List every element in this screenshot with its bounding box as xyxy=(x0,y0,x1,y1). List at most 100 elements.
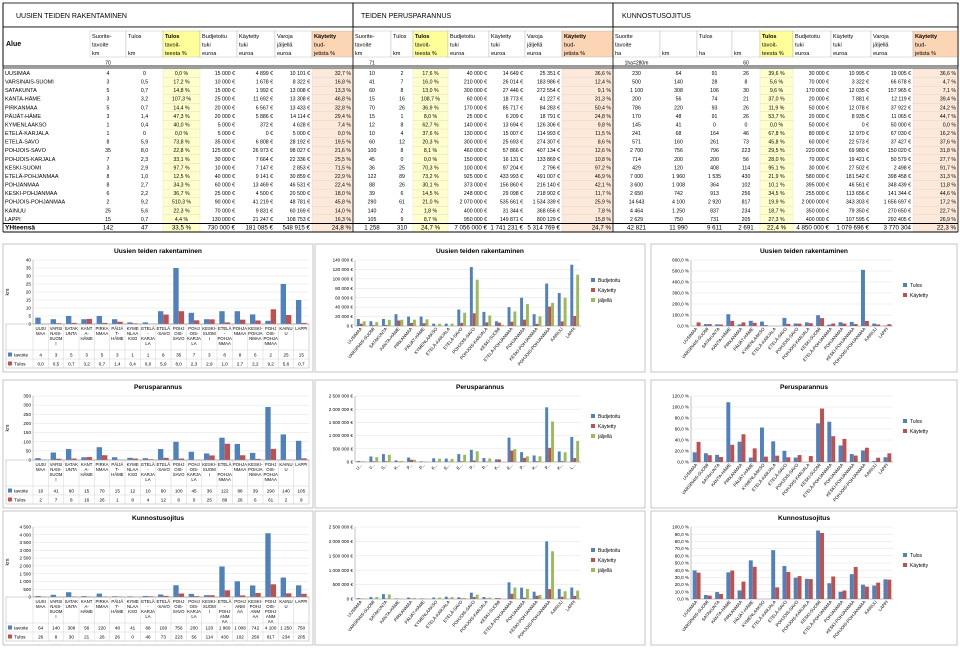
cell-value: 5,6 % xyxy=(770,80,784,86)
data-label: 61 xyxy=(268,498,274,503)
header-cell xyxy=(488,30,526,58)
cell-value: 22,4 % xyxy=(767,224,787,231)
cell-value: 20 500 € xyxy=(290,191,310,197)
bar xyxy=(719,456,723,462)
bar xyxy=(573,315,577,326)
header-label: teesta % xyxy=(762,51,784,57)
cell-value: 30,1 % xyxy=(422,183,439,189)
data-label: 120 xyxy=(205,626,213,631)
cell-value: 14 114 € xyxy=(290,114,310,120)
y-tick-label: 300 xyxy=(23,403,31,408)
table-row: POHJANMAA 8 2,7 34,3 % 60 000 € 13 469 € 46 53… xyxy=(5,180,959,190)
bar xyxy=(538,594,542,599)
x-tick-label: POHJ xyxy=(173,326,184,331)
bar xyxy=(838,322,843,326)
cell-value: 24,8 % xyxy=(332,224,352,231)
bar xyxy=(752,448,757,462)
bar xyxy=(450,458,454,462)
bar xyxy=(295,440,302,460)
bar xyxy=(771,441,776,462)
cell-value: 2 070 000 € xyxy=(460,200,488,206)
cell-value: 44,6 % xyxy=(940,191,957,197)
bar xyxy=(816,315,821,326)
bar xyxy=(394,460,398,462)
x-tick-label: POHJ xyxy=(219,609,230,614)
data-label: 0,0 xyxy=(145,362,152,367)
x-tick-label: NLAA xyxy=(127,331,138,336)
data-label: 36 xyxy=(207,489,213,494)
cell-value: 114 xyxy=(742,165,750,171)
cell-value: 4 464 xyxy=(630,208,643,214)
cell-value: 400 000 € xyxy=(464,208,487,214)
cell-value: 2 853 € xyxy=(293,165,310,171)
cell-value: 22,4 % xyxy=(335,183,352,189)
cell-value: 130 000 € xyxy=(464,131,487,137)
x-tick-label: ETELÄ xyxy=(157,326,171,331)
bar xyxy=(576,590,580,599)
bar xyxy=(295,585,302,597)
cell-value: 32,8 % xyxy=(335,105,352,111)
bar xyxy=(482,311,486,326)
cell-value: 2,9 xyxy=(141,165,148,171)
cell-value: 13,3 % xyxy=(335,88,352,94)
y-tick-label: 400,0 % xyxy=(672,280,689,285)
chart-title: Perusparannus xyxy=(456,384,504,391)
cell-value: 5,6 xyxy=(141,208,148,214)
bar xyxy=(142,322,148,324)
cell-value: 350 000 € xyxy=(806,208,829,214)
x-tick-label: KSO xyxy=(128,472,138,477)
cell-value: 300 000 € xyxy=(464,88,487,94)
legend-swatch xyxy=(591,434,595,438)
header-label: tavoit- xyxy=(415,43,430,49)
data-label: 46 xyxy=(145,635,151,640)
x-tick-label: -SAVO xyxy=(157,331,171,336)
bar xyxy=(525,304,529,326)
cell-value: 53,7 % xyxy=(768,114,785,120)
x-tick-label: HÄME xyxy=(80,472,93,477)
bar xyxy=(163,595,169,597)
bar xyxy=(551,551,555,599)
cell-value: 181 085 € xyxy=(245,224,273,231)
cell-value: 37,6 % xyxy=(940,140,957,146)
header-label: tuki xyxy=(202,43,211,49)
cell-value: 5,9 xyxy=(141,140,148,146)
bar xyxy=(249,585,256,597)
y-axis-label: km xyxy=(5,559,11,566)
cell-value: 22,9 % xyxy=(335,174,352,180)
bar xyxy=(387,454,391,462)
y-tick-label: 100 xyxy=(23,439,31,444)
legend-label: tavoite xyxy=(14,626,28,632)
x-tick-label: ETELÄ xyxy=(157,462,171,467)
cell-value: 69 980 € xyxy=(849,148,869,154)
data-label: 2 xyxy=(285,498,288,503)
cell-value: 85 717 € xyxy=(503,105,523,111)
cell-value: 18,7 % xyxy=(768,208,785,214)
header-label: Tulos xyxy=(128,34,142,40)
cell-value: 950 000 € xyxy=(464,217,487,223)
chart-8: 0 € 500 000 € 1 000 000 € 1 500 000 € 2 000 … xyxy=(314,510,646,646)
cell-value: 46 561 € xyxy=(849,183,869,189)
cell-value: 10,1 % xyxy=(768,183,785,189)
x-tick-label: I xyxy=(55,477,56,482)
x-tick-label: OIS- xyxy=(266,604,275,609)
x-tick-label: NMAA xyxy=(96,331,109,336)
x-tick-label: UNTA xyxy=(66,604,78,609)
x-tick-label: POHJ xyxy=(234,599,245,604)
cell-value: 39 xyxy=(369,191,375,197)
bar xyxy=(485,598,489,599)
x-tick-label: K... xyxy=(531,462,539,470)
x-tick-label: ETELÄ xyxy=(141,326,155,331)
cell-value: 25 xyxy=(399,165,405,171)
data-label: 1 xyxy=(147,353,150,358)
legend-label: Käytetty xyxy=(598,288,617,294)
bar xyxy=(703,324,708,326)
section-title: KUNNOSTUSOJITUS xyxy=(622,13,691,20)
cell-value: 3 600 xyxy=(630,183,643,189)
x-tick-label: KARJA xyxy=(141,472,155,477)
cell-value: 21,9 % xyxy=(768,174,785,180)
bar xyxy=(752,322,757,326)
x-tick-label: POHJA xyxy=(248,467,262,472)
bar xyxy=(520,587,524,599)
cell-value: 7 147 € xyxy=(256,165,273,171)
cell-value: 14,8 % xyxy=(173,88,190,94)
